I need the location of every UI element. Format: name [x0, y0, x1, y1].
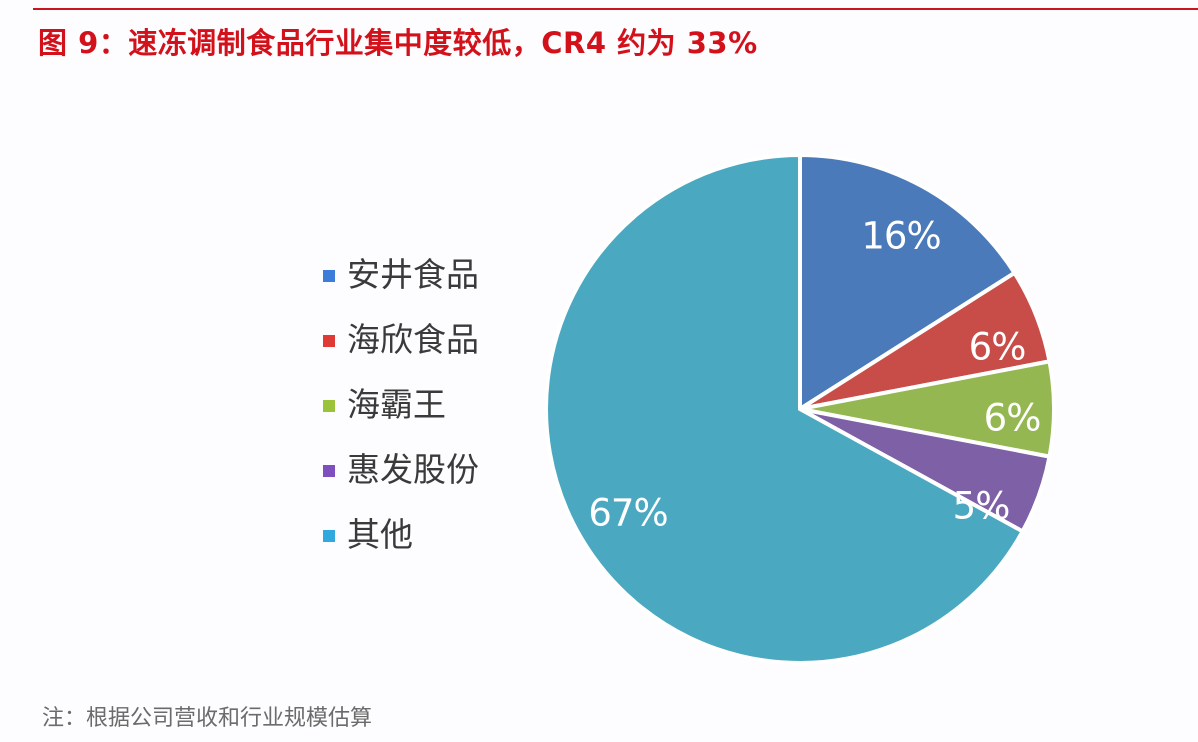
- legend-label: 海欣食品: [347, 320, 479, 359]
- legend-item-haibawang: 海霸王: [323, 382, 479, 447]
- chart-legend: 安井食品 海欣食品 海霸王 惠发股份 其他: [323, 252, 479, 577]
- figure-title: 图 9：速冻调制食品行业集中度较低，CR4 约为 33%: [38, 26, 758, 60]
- slice-label-anjing: 16%: [861, 214, 941, 258]
- legend-item-huifa: 惠发股份: [323, 447, 479, 512]
- legend-swatch-icon: [323, 465, 335, 477]
- legend-item-anjing: 安井食品: [323, 252, 479, 317]
- slice-label-haixin: 6%: [968, 325, 1027, 369]
- slice-label-haibawang: 6%: [983, 396, 1042, 440]
- legend-label: 安井食品: [347, 255, 479, 294]
- legend-swatch-icon: [323, 400, 335, 412]
- legend-swatch-icon: [323, 270, 335, 282]
- top-rule-line: [33, 8, 1198, 10]
- footnote: 注：根据公司营收和行业规模估算: [42, 706, 373, 731]
- legend-label: 其他: [347, 515, 413, 554]
- slice-label-others: 67%: [588, 491, 668, 535]
- legend-swatch-icon: [323, 335, 335, 347]
- legend-label: 惠发股份: [347, 450, 479, 489]
- legend-label: 海霸王: [347, 385, 446, 424]
- pie-slice-anjing: [798, 152, 1018, 413]
- slice-label-huifa: 5%: [952, 484, 1011, 528]
- pie-slice-others: [544, 152, 1026, 665]
- legend-item-haixin: 海欣食品: [323, 317, 479, 382]
- legend-swatch-icon: [323, 530, 335, 542]
- legend-item-others: 其他: [323, 512, 479, 577]
